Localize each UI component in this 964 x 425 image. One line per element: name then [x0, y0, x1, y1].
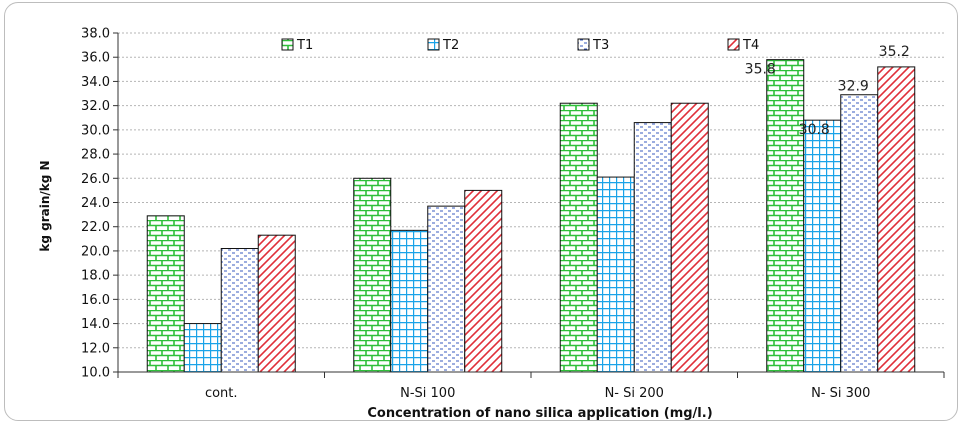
- y-tick-label: 34.0: [81, 75, 110, 90]
- bar-t2: [803, 119, 842, 373]
- y-tick-label: 12.0: [81, 341, 110, 356]
- bar-t4: [670, 102, 709, 373]
- bar-t2: [390, 229, 429, 373]
- bar-t1: [353, 177, 392, 373]
- y-tick-label: 28.0: [81, 148, 110, 163]
- y-tick-label: 22.0: [81, 220, 110, 235]
- legend: T1 T2 T3 T4: [281, 38, 759, 53]
- y-tick-label: 38.0: [81, 27, 110, 42]
- y-tick-label: 20.0: [81, 244, 110, 259]
- bar-t4: [464, 189, 503, 373]
- bar-t1: [766, 59, 805, 373]
- y-tick-label: 10.0: [81, 366, 110, 381]
- legend-swatch-t3: [577, 38, 590, 51]
- bar-t3: [427, 205, 466, 373]
- x-category-label: N-Si 100: [400, 386, 455, 401]
- legend-label: T4: [742, 38, 759, 53]
- bar-t3: [633, 122, 672, 373]
- y-tick-label: 30.0: [81, 123, 110, 138]
- y-tick-labels: 10.0 12.0 14.0 16.0 18.0 20.0 22.0 24.0 26.0 28.0…: [81, 27, 110, 381]
- legend-swatch-t1: [281, 38, 294, 51]
- legend-label: T1: [296, 38, 313, 53]
- x-category-label: cont.: [205, 386, 238, 401]
- data-labels: 35.8 30.8 32.9 35.2: [745, 44, 910, 138]
- bar-t3: [220, 248, 259, 373]
- data-label: 35.2: [879, 44, 910, 60]
- data-label: 32.9: [838, 79, 869, 95]
- y-tick-label: 18.0: [81, 269, 110, 284]
- y-tick-label: 24.0: [81, 196, 110, 211]
- x-category-label: N- Si 200: [605, 386, 664, 401]
- y-tick-label: 32.0: [81, 99, 110, 114]
- bars: [146, 59, 916, 373]
- data-label: 30.8: [799, 122, 830, 138]
- bar-t2: [596, 176, 635, 373]
- bar-t4: [877, 66, 916, 373]
- bar-t1: [559, 102, 598, 373]
- y-tick-label: 26.0: [81, 172, 110, 187]
- y-axis-title: kg grain/kg N: [38, 160, 52, 251]
- bar-t2: [183, 323, 222, 373]
- legend-swatch-t4: [727, 38, 740, 51]
- legend-label: T2: [442, 38, 459, 53]
- legend-swatch-t2: [427, 38, 440, 51]
- y-tick-label: 14.0: [81, 317, 110, 332]
- x-category-labels: cont. N-Si 100 N- Si 200 N- Si 300: [205, 386, 870, 401]
- bar-t4: [257, 234, 296, 373]
- y-tick-label: 36.0: [81, 51, 110, 66]
- x-category-label: N- Si 300: [811, 386, 870, 401]
- legend-label: T3: [592, 38, 609, 53]
- bar-t3: [840, 94, 879, 373]
- axes: [113, 32, 945, 378]
- data-label: 35.8: [745, 62, 776, 78]
- y-tick-label: 16.0: [81, 293, 110, 308]
- x-axis-title: Concentration of nano silica application…: [367, 406, 712, 421]
- bar-t1: [146, 215, 185, 373]
